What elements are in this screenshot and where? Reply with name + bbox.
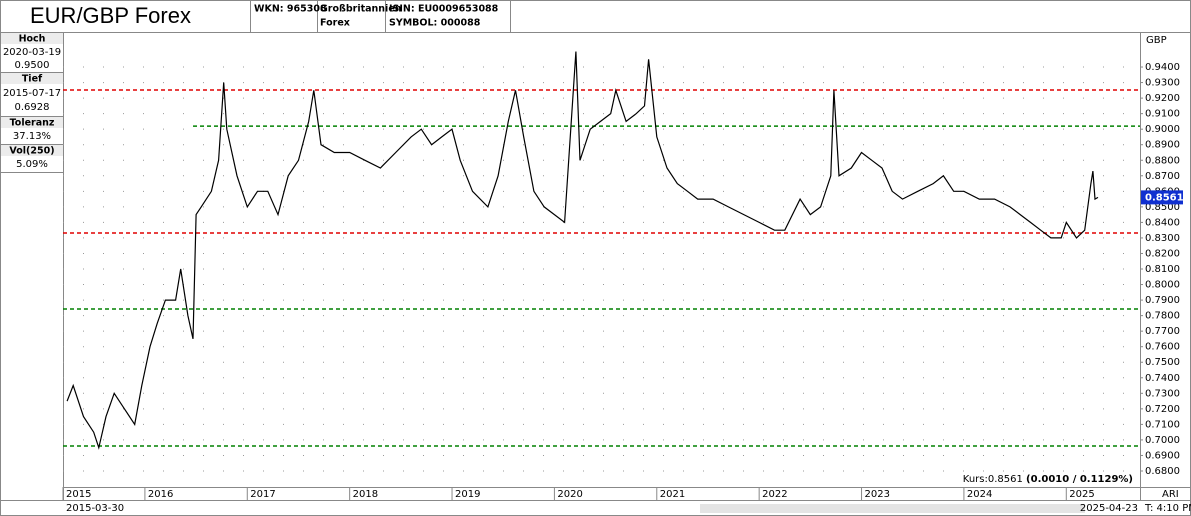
isin: ISIN: EU0009653088 — [389, 4, 499, 15]
low-label: Tief — [22, 74, 43, 85]
y-tick-label: 0.7400 — [1145, 373, 1180, 384]
y-tick-label: 0.7500 — [1145, 357, 1180, 368]
tolerance-label: Toleranz — [10, 118, 55, 129]
high-label: Hoch — [19, 34, 46, 45]
y-tick-label: 0.8000 — [1145, 280, 1180, 291]
x-tick-label: 2019 — [455, 489, 480, 500]
scrollbar[interactable] — [700, 504, 1085, 513]
high-date: 2020-03-19 — [3, 47, 61, 58]
y-tick-label: 0.8200 — [1145, 248, 1180, 259]
symbol: SYMBOL: 000088 — [389, 18, 481, 29]
label-bg — [1, 73, 63, 84]
tolerance-value: 37.13% — [13, 131, 51, 142]
label-bg — [1, 33, 63, 44]
y-tick-label: 0.6800 — [1145, 466, 1180, 477]
start-date: 2015-03-30 — [66, 503, 124, 514]
source: ARI — [1162, 489, 1179, 500]
current-value-box — [1141, 190, 1183, 205]
wkn: WKN: 965308 — [254, 4, 327, 15]
y-tick-label: 0.6900 — [1145, 450, 1180, 461]
current-value-label: 0.8561 — [1145, 192, 1184, 203]
kurs-label: Kurs:0.8561 — [963, 474, 1023, 485]
y-tick-label: 0.8400 — [1145, 217, 1180, 228]
y-tick-label: 0.9300 — [1145, 78, 1180, 89]
label-bg — [1, 145, 63, 156]
price-line — [66, 51, 1099, 450]
y-tick-label: 0.7300 — [1145, 388, 1180, 399]
kurs-change: (0.0010 / 0.1129%) — [1026, 474, 1133, 485]
y-tick-label: 0.9400 — [1145, 62, 1180, 73]
high-value: 0.9500 — [15, 60, 50, 71]
x-tick-label: 2017 — [250, 489, 275, 500]
country: Großbritannien — [320, 4, 402, 15]
y-tick-label: 0.8300 — [1145, 233, 1180, 244]
vol-label: Vol(250) — [9, 146, 54, 157]
time: T: 4:10 PM — [1144, 503, 1191, 514]
chart-title: EUR/GBP Forex — [30, 3, 191, 28]
low-value: 0.6928 — [15, 102, 50, 113]
x-tick-label: 2022 — [762, 489, 787, 500]
low-date: 2015-07-17 — [3, 88, 61, 99]
y-tick-label: 0.8900 — [1145, 140, 1180, 151]
y-tick-label: 0.8700 — [1145, 171, 1180, 182]
x-tick-label: 2023 — [865, 489, 890, 500]
label-bg — [1, 117, 63, 128]
vol-value: 5.09% — [16, 159, 48, 170]
x-tick-label: 2018 — [353, 489, 378, 500]
y-tick-label: 0.8100 — [1145, 264, 1180, 275]
y-tick-label: 0.8800 — [1145, 155, 1180, 166]
end-date: 2025-04-23 — [1080, 503, 1138, 514]
y-tick-label: 0.8500 — [1145, 202, 1180, 213]
y-tick-label: 0.7000 — [1145, 435, 1180, 446]
x-tick-label: 2015 — [66, 489, 91, 500]
y-tick-label: 0.7600 — [1145, 342, 1180, 353]
x-tick-label: 2021 — [660, 489, 685, 500]
y-tick-label: 0.7100 — [1145, 419, 1180, 430]
x-tick-label: 2016 — [148, 489, 173, 500]
y-tick-label: 0.7700 — [1145, 326, 1180, 337]
y-tick-label: 0.7900 — [1145, 295, 1180, 306]
x-tick-label: 2025 — [1069, 489, 1094, 500]
x-tick-label: 2024 — [967, 489, 992, 500]
x-tick-label: 2020 — [557, 489, 582, 500]
y-unit: GBP — [1146, 35, 1167, 46]
kurs: Kurs:0.8561 (0.0010 / 0.1129%) — [963, 474, 1133, 485]
y-tick-label: 0.9100 — [1145, 109, 1180, 120]
y-tick-label: 0.9200 — [1145, 93, 1180, 104]
market: Forex — [320, 18, 350, 29]
y-tick-label: 0.9000 — [1145, 124, 1180, 135]
y-tick-label: 0.7200 — [1145, 404, 1180, 415]
y-tick-label: 0.7800 — [1145, 311, 1180, 322]
